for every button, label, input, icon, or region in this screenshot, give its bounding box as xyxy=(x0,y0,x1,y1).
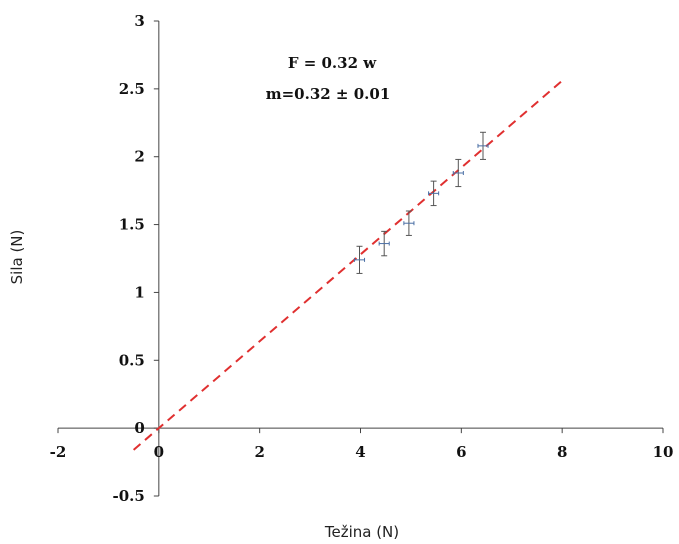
y-tick-label: 0 xyxy=(134,419,144,437)
y-tick-label: 3 xyxy=(134,12,144,30)
axis-labels: Težina (N) Sila (N) xyxy=(8,230,399,541)
fit-line-group xyxy=(132,79,563,451)
y-tick-label: 0.5 xyxy=(119,351,145,369)
y-tick-label: -0.5 xyxy=(113,487,145,505)
data-point xyxy=(403,210,415,236)
axes: -2 0 2 4 6 8 10 -0.5 0 0.5 1 1.5 2 2.5 3 xyxy=(50,12,674,505)
x-tick-label: -2 xyxy=(50,443,67,461)
slope-annotation: m=0.32 ± 0.01 xyxy=(266,85,391,103)
x-tick-label: 0 xyxy=(154,443,164,461)
x-tick-label: 10 xyxy=(653,443,674,461)
x-tick-label: 4 xyxy=(355,443,365,461)
x-tick-label: 8 xyxy=(557,443,567,461)
x-tick-label: 6 xyxy=(456,443,466,461)
equation-annotation: F = 0.32 w xyxy=(288,54,377,72)
data-point xyxy=(452,158,464,188)
y-axis-label: Sila (N) xyxy=(8,230,26,285)
y-tick-label: 2.5 xyxy=(119,80,145,98)
data-point xyxy=(353,245,366,274)
data-point xyxy=(477,131,489,160)
y-tick-label: 2 xyxy=(134,148,144,166)
y-tick-label: 1 xyxy=(134,283,144,301)
fit-line xyxy=(132,79,563,451)
x-axis-label: Težina (N) xyxy=(324,523,399,541)
y-tick-label: 1.5 xyxy=(119,216,145,234)
data-point xyxy=(378,230,390,257)
x-tick-label: 2 xyxy=(254,443,264,461)
annotations: F = 0.32 w m=0.32 ± 0.01 xyxy=(266,54,391,103)
data-point xyxy=(428,180,440,207)
data-points xyxy=(353,131,489,274)
